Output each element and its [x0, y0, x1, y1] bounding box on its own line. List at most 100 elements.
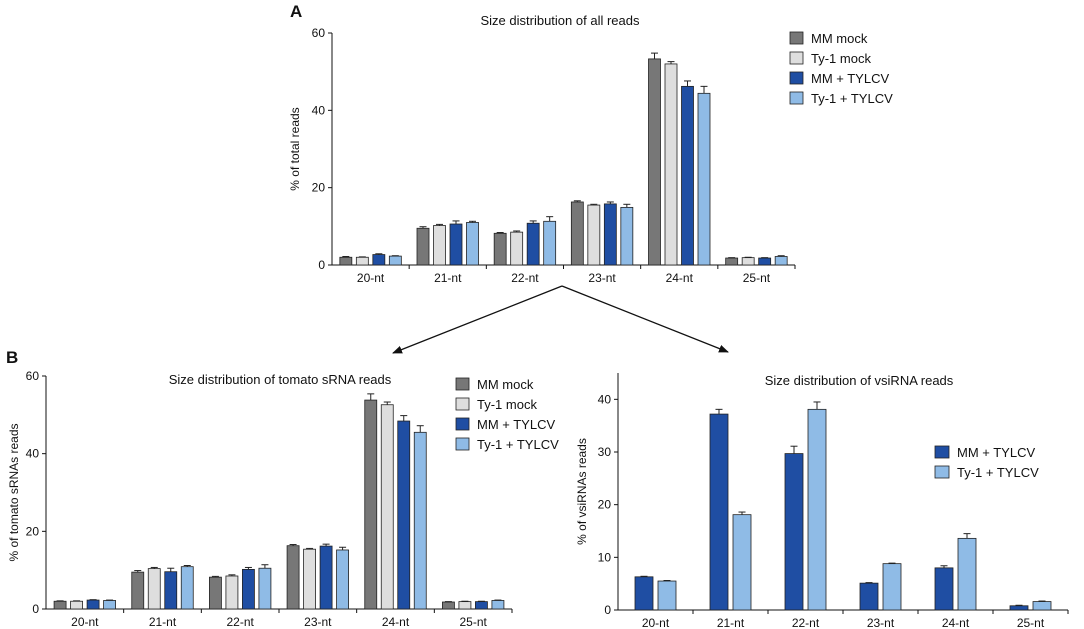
y-axis-label: % of tomato sRNAs reads: [7, 423, 21, 561]
legend-swatch-mm-tylcv: [789, 71, 804, 85]
legend-swatch-ty-1-tylcv: [934, 465, 950, 479]
legend-label-ty-1-tylcv: Ty-1 + TYLCV: [957, 465, 1039, 480]
x-tick-label-21-nt: 21-nt: [149, 615, 177, 629]
legend: MM mock Ty-1 mock MM + TYLCV Ty-1 + TYLCV: [789, 31, 893, 106]
chart-title: Size distribution of vsiRNA reads: [765, 373, 954, 388]
bar-ty-1-tylcv-23-nt: [882, 563, 902, 611]
bar-ty-1-mock-23-nt: [303, 548, 316, 610]
bar-ty-1-mock-23-nt: [587, 204, 601, 266]
bar-mm-tylcv-20-nt: [372, 254, 386, 266]
bar-ty-1-tylcv-20-nt: [388, 255, 402, 266]
x-tick-label-21-nt: 21-nt: [434, 271, 462, 285]
y-tick-label: 10: [598, 550, 612, 564]
bar-mm-mock-22-nt: [209, 576, 222, 610]
chart-tomato-srna-reads: Size distribution of tomato sRNA reads % …: [7, 369, 559, 629]
x-tick-label-21-nt: 21-nt: [717, 616, 745, 629]
x-tick-label-24-nt: 24-nt: [942, 616, 970, 629]
bar-ty-1-tylcv-25-nt: [491, 600, 505, 610]
bar-mm-tylcv-23-nt: [859, 582, 879, 611]
bar-ty-1-tylcv-24-nt: [957, 537, 977, 611]
arrow-to-vsirna-panel: [561, 285, 729, 353]
bar-ty-1-tylcv-25-nt: [774, 256, 788, 266]
legend-swatch-ty-1-mock: [789, 51, 804, 65]
bar-mm-tylcv-23-nt: [603, 203, 617, 266]
legend-swatch-ty-1-tylcv: [789, 91, 804, 105]
legend-swatch-ty-1-tylcv: [455, 437, 470, 451]
y-tick-label: 60: [26, 369, 40, 383]
bar-ty-1-tylcv-22-nt: [807, 408, 827, 611]
bar-ty-1-tylcv-21-nt: [180, 566, 194, 610]
y-tick-label: 40: [598, 392, 612, 406]
panel-connector-arrows: [392, 285, 729, 354]
y-axis-label: % of total reads: [288, 107, 302, 190]
x-tick-label-23-nt: 23-nt: [867, 616, 895, 629]
panel-label-a: A: [290, 2, 302, 21]
bar-ty-1-tylcv-22-nt: [543, 220, 557, 266]
legend-label-mm-tylcv: MM + TYLCV: [811, 71, 889, 86]
chart-title: Size distribution of tomato sRNA reads: [169, 372, 392, 387]
chart-title: Size distribution of all reads: [481, 13, 640, 28]
bar-mm-mock-20-nt: [339, 256, 353, 266]
legend: MM + TYLCV Ty-1 + TYLCV: [934, 445, 1039, 480]
y-tick-label: 30: [598, 445, 612, 459]
x-tick-label-22-nt: 22-nt: [511, 271, 539, 285]
x-tick-label-24-nt: 24-nt: [666, 271, 694, 285]
y-tick-label: 20: [26, 524, 40, 538]
legend: MM mock Ty-1 mock MM + TYLCV Ty-1 + TYLCV: [455, 377, 559, 452]
bar-ty-1-tylcv-24-nt: [413, 431, 427, 610]
bar-ty-1-mock-21-nt: [433, 225, 446, 266]
bar-ty-1-mock-20-nt: [70, 600, 83, 610]
bar-mm-mock-23-nt: [570, 201, 584, 266]
bar-ty-1-mock-20-nt: [355, 256, 369, 266]
bar-mm-mock-21-nt: [416, 227, 430, 266]
bar-mm-tylcv-22-nt: [242, 568, 255, 610]
x-tick-label-20-nt: 20-nt: [71, 615, 99, 629]
y-tick-label: 60: [312, 26, 326, 40]
bar-mm-tylcv-20-nt: [634, 576, 654, 611]
x-tick-label-24-nt: 24-nt: [382, 615, 410, 629]
bar-ty-1-tylcv-23-nt: [336, 549, 349, 610]
bar-mm-mock-24-nt: [648, 58, 661, 266]
legend-label-ty-1-tylcv: Ty-1 + TYLCV: [477, 437, 559, 452]
bar-mm-tylcv-25-nt: [475, 601, 488, 610]
bar-mm-tylcv-21-nt: [709, 413, 729, 611]
x-tick-label-25-nt: 25-nt: [459, 615, 487, 629]
legend-swatch-mm-tylcv: [455, 417, 470, 431]
bar-ty-1-tylcv-20-nt: [103, 600, 116, 610]
y-tick-label: 20: [598, 498, 612, 512]
bar-ty-1-tylcv-25-nt: [1032, 601, 1052, 611]
bar-mm-tylcv-25-nt: [758, 257, 772, 266]
legend-label-mm-mock: MM mock: [477, 377, 534, 392]
bar-ty-1-tylcv-23-nt: [620, 206, 634, 266]
bar-mm-tylcv-23-nt: [319, 545, 333, 610]
bar-mm-mock-21-nt: [131, 571, 145, 610]
legend-label-mm-mock: MM mock: [811, 31, 868, 46]
x-tick-label-25-nt: 25-nt: [1017, 616, 1045, 629]
y-tick-label: 0: [604, 603, 611, 617]
bar-mm-tylcv-21-nt: [164, 571, 178, 610]
x-tick-label-23-nt: 23-nt: [304, 615, 332, 629]
bar-ty-1-tylcv-20-nt: [657, 580, 677, 611]
bar-mm-tylcv-24-nt: [397, 420, 411, 610]
y-tick-label: 0: [318, 258, 325, 272]
legend-swatch-mm-mock: [789, 31, 804, 45]
legend-label-mm-tylcv: MM + TYLCV: [477, 417, 555, 432]
bar-mm-tylcv-25-nt: [1009, 605, 1029, 611]
x-tick-label-22-nt: 22-nt: [226, 615, 254, 629]
bar-mm-tylcv-20-nt: [86, 599, 100, 610]
bar-ty-1-mock-24-nt: [664, 63, 678, 266]
y-tick-label: 20: [312, 181, 326, 195]
bar-mm-tylcv-21-nt: [449, 223, 463, 266]
bar-ty-1-mock-22-nt: [225, 575, 239, 610]
x-tick-label-25-nt: 25-nt: [743, 271, 771, 285]
bar-ty-1-tylcv-21-nt: [466, 222, 479, 266]
x-tick-label-20-nt: 20-nt: [357, 271, 385, 285]
y-tick-label: 40: [312, 103, 326, 117]
legend-label-ty-1-tylcv: Ty-1 + TYLCV: [811, 91, 893, 106]
bar-ty-1-mock-21-nt: [147, 568, 161, 610]
bar-mm-mock-20-nt: [53, 600, 67, 610]
legend-label-ty-1-mock: Ty-1 mock: [477, 397, 537, 412]
chart-vsirna-reads: Size distribution of vsiRNA reads % of vs…: [575, 373, 1069, 629]
bar-mm-mock-25-nt: [725, 257, 739, 266]
